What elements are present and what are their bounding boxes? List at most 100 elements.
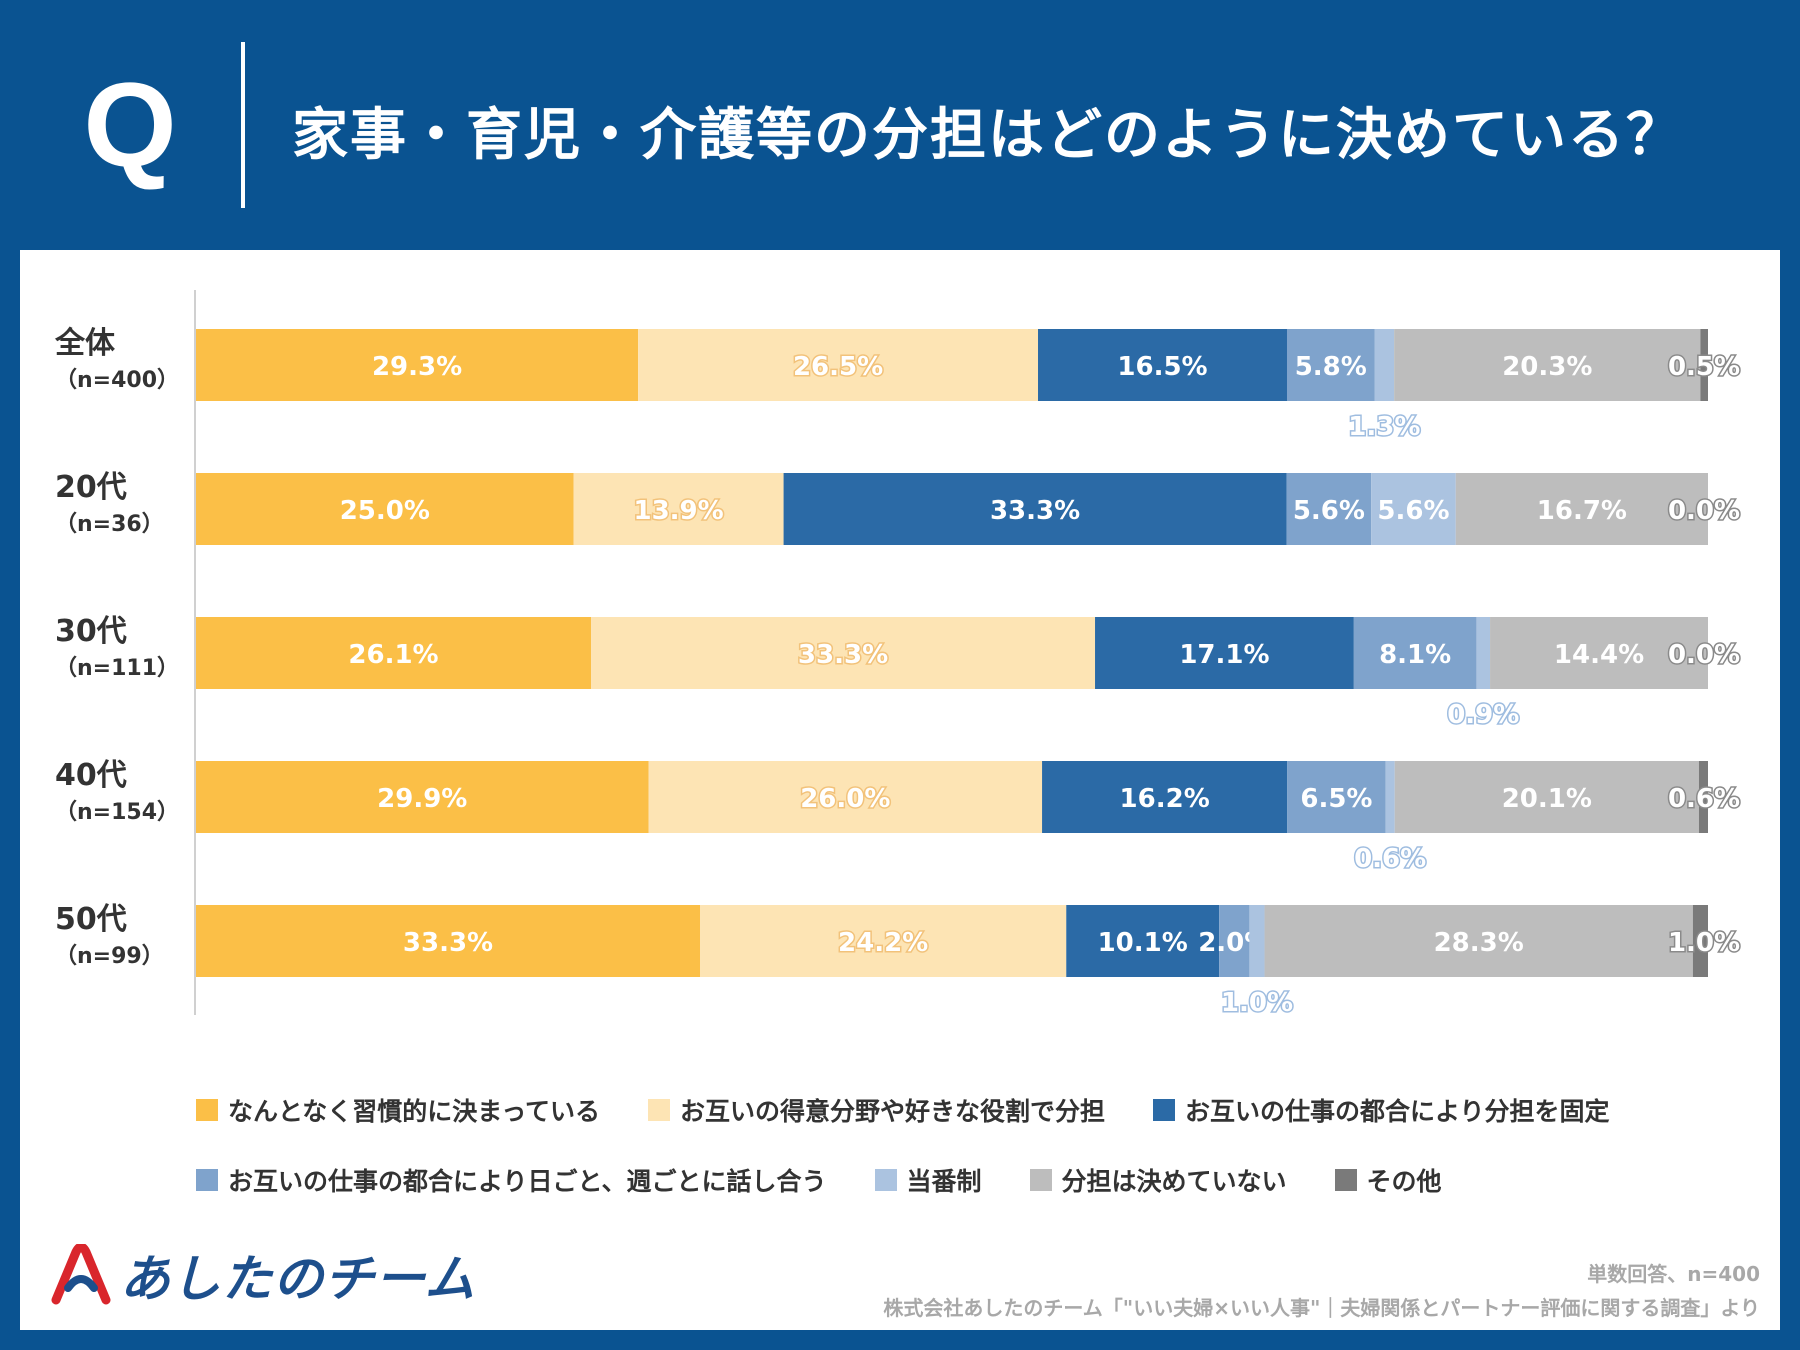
data-label: 26.0%: [800, 784, 890, 814]
company-logo: あしたのチーム: [50, 1240, 476, 1310]
logo-mark-icon: [51, 1244, 111, 1305]
bar-segment: [1264, 905, 1693, 977]
data-label: 0.5%: [1668, 352, 1740, 382]
bar-segment: [196, 329, 639, 401]
legend-label: お互いの仕事の都合により分担を固定: [1185, 1097, 1610, 1126]
bar-segment: [783, 473, 1287, 545]
data-label: 0.9%: [1447, 700, 1519, 730]
data-label: 33.3%: [990, 496, 1080, 526]
bar-segment: [196, 473, 574, 545]
data-label: 24.2%: [838, 928, 928, 958]
legend-row: なんとなく習慣的に決まっている お互いの得意分野や好きな役割で分担 お互いの仕事…: [196, 1090, 1756, 1130]
data-label: 6.5%: [1300, 784, 1372, 814]
legend-item: 分担は決めていない: [1029, 1162, 1287, 1198]
response-note: 単数回答、n=400: [1587, 1262, 1760, 1286]
bar-segment: [1095, 617, 1354, 689]
data-label: 5.6%: [1293, 496, 1365, 526]
data-label: 14.4%: [1554, 640, 1644, 670]
bar-segment: [1394, 329, 1701, 401]
data-label: 28.3%: [1434, 928, 1524, 958]
row-n-label: （n=154）: [55, 800, 180, 825]
data-label: 0.6%: [1354, 844, 1426, 874]
data-label: 33.3%: [798, 640, 888, 670]
bar-segment: [700, 905, 1067, 977]
row-label-40s: 40代 （n=154）: [55, 758, 195, 828]
legend: なんとなく習慣的に決まっている お互いの得意分野や好きな役割で分担 お互いの仕事…: [196, 1090, 1756, 1230]
logo-text: あしたのチーム: [120, 1250, 476, 1308]
bar-segment: [1394, 761, 1699, 833]
row-group-label: 50代: [55, 902, 127, 937]
row-group-label: 30代: [55, 614, 127, 649]
bar-segment: [1700, 329, 1708, 401]
bar-segment: [1371, 473, 1456, 545]
legend-swatch: [874, 1169, 897, 1191]
legend-swatch: [1334, 1169, 1357, 1191]
bar-segment: [1287, 761, 1386, 833]
legend-swatch: [648, 1099, 671, 1121]
legend-label: 当番制: [906, 1167, 982, 1196]
row-group-label: 40代: [55, 758, 127, 793]
legend-item: なんとなく習慣的に決まっている: [196, 1092, 600, 1128]
legend-item: お互いの仕事の都合により分担を固定: [1153, 1092, 1610, 1128]
data-label: 16.5%: [1117, 352, 1207, 382]
row-n-label: （n=36）: [55, 512, 164, 537]
legend-item: お互いの得意分野や好きな役割で分担: [648, 1092, 1105, 1128]
data-label: 29.3%: [372, 352, 462, 382]
row-group-label: 20代: [55, 470, 127, 505]
row-group-label: 全体: [55, 326, 115, 361]
data-label: 33.3%: [403, 928, 493, 958]
chart-panel: 29.3% 26.5% 16.5% 5.8% 1.3% 20.3% 0.5% 25.0% 13.…: [20, 250, 1780, 1330]
data-label: 0.0%: [1668, 496, 1740, 526]
legend-swatch: [1153, 1099, 1176, 1121]
bar-segment: [1286, 473, 1372, 545]
bar-segment: [1249, 905, 1265, 977]
data-label: 5.8%: [1295, 352, 1367, 382]
q-icon: Q: [83, 58, 177, 192]
data-label: 26.1%: [348, 640, 438, 670]
bar-segment: [1476, 617, 1491, 689]
data-label: 0.6%: [1668, 784, 1740, 814]
bar-segment: [1490, 617, 1708, 689]
legend-item: その他: [1334, 1162, 1442, 1198]
data-label: 8.1%: [1379, 640, 1451, 670]
data-label: 16.2%: [1120, 784, 1210, 814]
legend-label: その他: [1366, 1167, 1442, 1196]
bar-segment: [196, 761, 649, 833]
legend-label: お互いの仕事の都合により日ごと、週ごとに話し合う: [228, 1167, 827, 1196]
question-title: 家事・育児・介護等の分担はどのように決めている？: [292, 103, 1684, 168]
data-label: 16.7%: [1537, 496, 1627, 526]
row-label-all: 全体 （n=400）: [55, 326, 195, 396]
legend-label: 分担は決めていない: [1061, 1167, 1287, 1196]
bar-segment: [638, 329, 1039, 401]
bar-segment: [1374, 329, 1395, 401]
row-n-label: （n=400）: [55, 368, 180, 393]
row-label-30s: 30代 （n=111）: [55, 614, 195, 684]
legend-row: お互いの仕事の都合により日ごと、週ごとに話し合う 当番制 分担は決めていない そ…: [196, 1160, 1756, 1200]
header-divider: [241, 42, 245, 208]
legend-swatch: [196, 1099, 218, 1121]
legend-item: 当番制: [874, 1162, 982, 1198]
data-label: 29.9%: [377, 784, 467, 814]
data-label: 20.1%: [1502, 784, 1592, 814]
data-label: 10.1%: [1098, 928, 1188, 958]
bar-segment: [591, 617, 1096, 689]
row-label-50s: 50代 （n=99）: [55, 902, 195, 972]
legend-item: お互いの仕事の都合により日ごと、週ごとに話し合う: [196, 1162, 827, 1198]
data-label: 13.9%: [633, 496, 723, 526]
data-label: 1.0%: [1668, 928, 1740, 958]
data-label: 20.3%: [1502, 352, 1592, 382]
data-label: 25.0%: [340, 496, 430, 526]
bar-segment: [1353, 617, 1477, 689]
bar-segment: [648, 761, 1043, 833]
bar-segment: [1038, 329, 1287, 401]
bar-segment: [1385, 761, 1395, 833]
stacked-bar-chart: 29.3% 26.5% 16.5% 5.8% 1.3% 20.3% 0.5% 25.0% 13.…: [194, 290, 1742, 1020]
bar-segment: [1042, 761, 1288, 833]
bar-segment: [196, 905, 700, 977]
data-label: 26.5%: [793, 352, 883, 382]
data-label: 17.1%: [1179, 640, 1269, 670]
bar-segment: [1698, 761, 1708, 833]
header-bar: Q 家事・育児・介護等の分担はどのように決めている？: [0, 0, 1800, 250]
data-label: 0.0%: [1668, 640, 1740, 670]
source-note: 株式会社あしたのチーム「"いい夫婦×いい人事"｜夫婦関係とパートナー評価に関する…: [883, 1296, 1760, 1320]
